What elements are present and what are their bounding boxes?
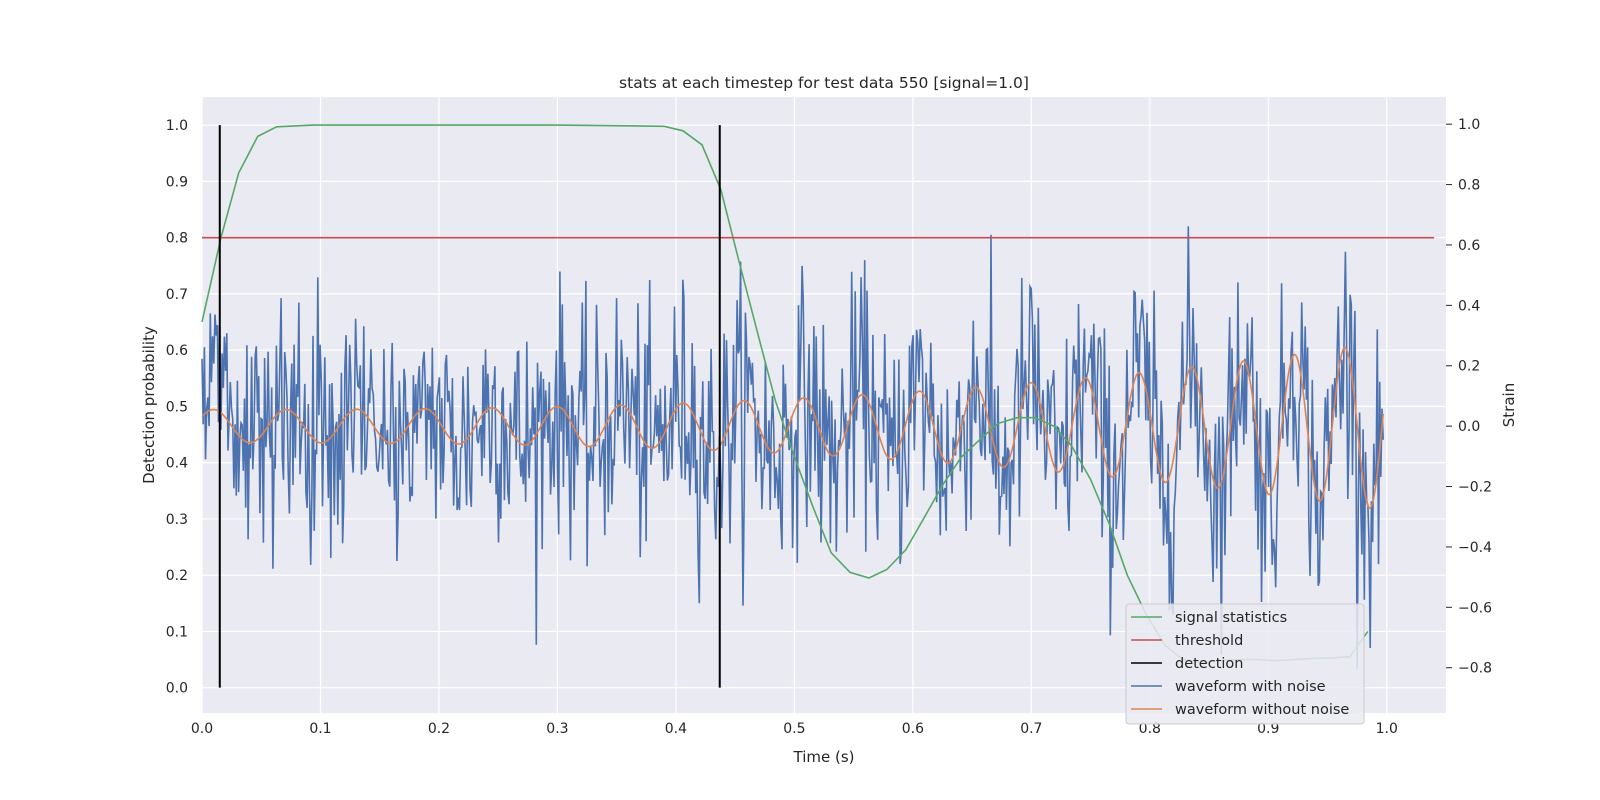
signal-statistics-group bbox=[201, 124, 1435, 688]
y-tick-label: 0.9 bbox=[166, 174, 188, 190]
y-tick-label: 0.4 bbox=[166, 456, 188, 472]
y-tick-label: 1.0 bbox=[166, 118, 188, 134]
waveform-group bbox=[201, 226, 1384, 669]
y-tick-label: 0.2 bbox=[166, 568, 188, 584]
right-y-axis-label: Strain bbox=[1500, 383, 1518, 427]
y-axis-ticks: 0.0 0.1 0.2 0.3 0.4 0.5 0.6 0.7 0.8 0.9 1.0 bbox=[166, 118, 188, 697]
y-tick-label: 0.7 bbox=[166, 287, 188, 303]
right-y-tick-label: −0.8 bbox=[1458, 661, 1492, 677]
legend-label-detection: detection bbox=[1175, 656, 1243, 672]
x-tick-label: 1.0 bbox=[1376, 721, 1398, 737]
y-axis-label: Detection probability bbox=[140, 326, 158, 484]
x-tick-label: 0.2 bbox=[428, 721, 450, 737]
series-waveform-without-noise bbox=[201, 346, 1384, 509]
legend-box bbox=[1125, 603, 1365, 725]
right-y-axis-ticks: −0.8 −0.6 −0.4 −0.2 0.0 0.2 0.4 0.6 0.8 1.0 bbox=[1446, 117, 1492, 677]
y-tick-label: 0.6 bbox=[166, 343, 188, 359]
x-axis-ticks: 0.0 0.1 0.2 0.3 0.4 0.5 0.6 0.7 0.8 0.9 1.0 bbox=[191, 721, 1398, 737]
right-y-tick-label: 0.0 bbox=[1458, 419, 1480, 435]
right-y-tick-label: 1.0 bbox=[1458, 117, 1480, 133]
x-tick-label: 0.9 bbox=[1257, 721, 1279, 737]
x-tick-label: 0.8 bbox=[1139, 721, 1161, 737]
right-y-tick-label: 0.4 bbox=[1458, 298, 1480, 314]
legend-label-signal-statistics: signal statistics bbox=[1175, 610, 1287, 626]
x-tick-label: 0.7 bbox=[1020, 721, 1042, 737]
chart-title: stats at each timestep for test data 550… bbox=[619, 74, 1029, 92]
y-tick-label: 0.0 bbox=[166, 681, 188, 697]
right-y-tick-label: 0.6 bbox=[1458, 238, 1480, 254]
x-tick-label: 0.1 bbox=[309, 721, 331, 737]
right-y-tick-label: 0.2 bbox=[1458, 359, 1480, 375]
x-tick-label: 0.0 bbox=[191, 721, 213, 737]
x-tick-label: 0.5 bbox=[783, 721, 805, 737]
y-tick-label: 0.8 bbox=[166, 231, 188, 247]
right-y-tick-label: 0.8 bbox=[1458, 178, 1480, 194]
x-tick-label: 0.6 bbox=[902, 721, 924, 737]
x-tick-label: 0.4 bbox=[665, 721, 687, 737]
legend: signal statistics threshold detection wa… bbox=[1125, 603, 1365, 725]
x-tick-label: 0.3 bbox=[546, 721, 568, 737]
right-y-tick-label: −0.2 bbox=[1458, 480, 1492, 496]
legend-label-waveform-with-noise: waveform with noise bbox=[1175, 679, 1326, 695]
y-tick-label: 0.3 bbox=[166, 512, 188, 528]
legend-label-waveform-without-noise: waveform without noise bbox=[1175, 702, 1349, 718]
right-y-tick-label: −0.4 bbox=[1458, 540, 1492, 556]
y-tick-label: 0.1 bbox=[166, 624, 188, 640]
right-y-tick-label: −0.6 bbox=[1458, 600, 1492, 616]
x-axis-label: Time (s) bbox=[793, 748, 855, 766]
y-tick-label: 0.5 bbox=[166, 399, 188, 415]
legend-label-threshold: threshold bbox=[1175, 633, 1243, 649]
